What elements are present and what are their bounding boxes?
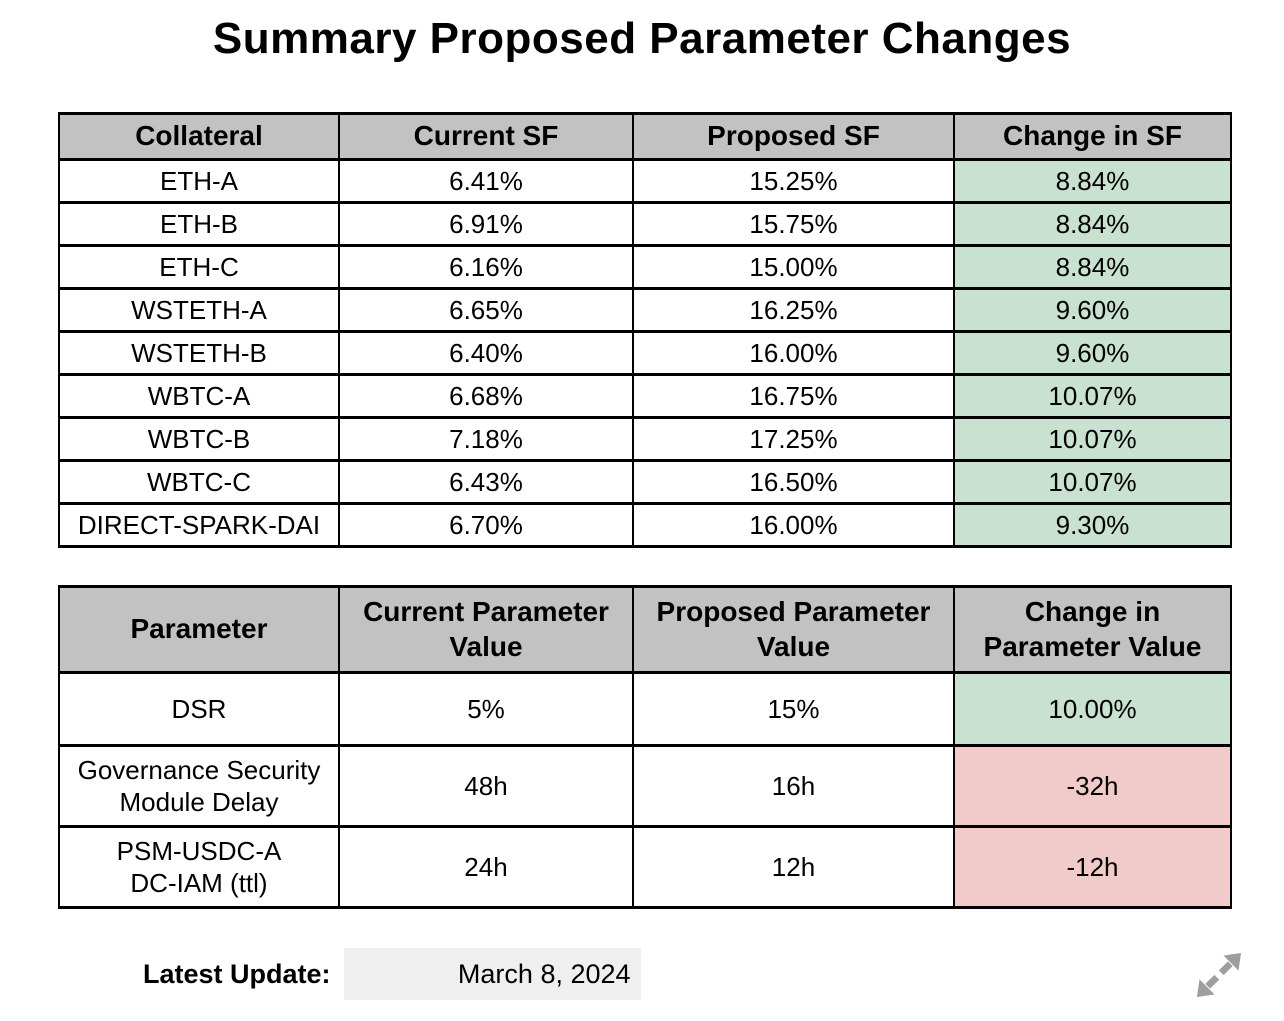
sf-header-collateral: Collateral	[58, 112, 340, 161]
current-sf-cell: 7.18%	[338, 416, 634, 462]
current-sf-cell: 6.40%	[338, 330, 634, 376]
current-sf-cell: 6.43%	[338, 459, 634, 505]
latest-update-date: March 8, 2024	[343, 948, 641, 1000]
sf-header-row: Collateral Current SF Proposed SF Change…	[58, 112, 1232, 161]
current-value-cell: 48h	[338, 744, 634, 828]
change-sf-cell: 8.84%	[953, 158, 1232, 204]
collateral-cell: WBTC-C	[58, 459, 340, 505]
proposed-value-cell: 15%	[632, 671, 955, 747]
proposed-sf-cell: 16.75%	[632, 373, 955, 419]
sf-header-proposed: Proposed SF	[632, 112, 955, 161]
collateral-cell: WSTETH-B	[58, 330, 340, 376]
stability-fee-table: Collateral Current SF Proposed SF Change…	[58, 112, 1232, 548]
parameter-cell: PSM-USDC-A DC-IAM (ttl)	[58, 825, 340, 909]
param-header-change: Change in Parameter Value	[953, 585, 1232, 674]
proposed-value-cell: 16h	[632, 744, 955, 828]
collateral-cell: ETH-B	[58, 201, 340, 247]
param-header-row: Parameter Current Parameter Value Propos…	[58, 585, 1232, 674]
table-row: WBTC-B 7.18% 17.25% 10.07%	[58, 416, 1232, 462]
current-sf-cell: 6.41%	[338, 158, 634, 204]
change-sf-cell: 10.07%	[953, 373, 1232, 419]
table-row: WBTC-C 6.43% 16.50% 10.07%	[58, 459, 1232, 505]
sf-header-change: Change in SF	[953, 112, 1232, 161]
proposed-sf-cell: 15.00%	[632, 244, 955, 290]
current-sf-cell: 6.91%	[338, 201, 634, 247]
proposed-sf-cell: 17.25%	[632, 416, 955, 462]
param-header-parameter: Parameter	[58, 585, 340, 674]
parameter-table: Parameter Current Parameter Value Propos…	[58, 585, 1232, 909]
table-row: WSTETH-B 6.40% 16.00% 9.60%	[58, 330, 1232, 376]
table-row: WSTETH-A 6.65% 16.25% 9.60%	[58, 287, 1232, 333]
param-header-current: Current Parameter Value	[338, 585, 634, 674]
table-row: ETH-B 6.91% 15.75% 8.84%	[58, 201, 1232, 247]
current-value-cell: 24h	[338, 825, 634, 909]
change-sf-cell: 9.60%	[953, 287, 1232, 333]
table-row: ETH-C 6.16% 15.00% 8.84%	[58, 244, 1232, 290]
current-sf-cell: 6.16%	[338, 244, 634, 290]
proposed-sf-cell: 15.25%	[632, 158, 955, 204]
table-row: WBTC-A 6.68% 16.75% 10.07%	[58, 373, 1232, 419]
change-value-cell: -12h	[953, 825, 1232, 909]
table-row: ETH-A 6.41% 15.25% 8.84%	[58, 158, 1232, 204]
current-sf-cell: 6.68%	[338, 373, 634, 419]
table-row: DIRECT-SPARK-DAI 6.70% 16.00% 9.30%	[58, 502, 1232, 548]
table-row: DSR 5% 15% 10.00%	[58, 671, 1232, 747]
latest-update-label: Latest Update:	[143, 958, 331, 989]
change-sf-cell: 8.84%	[953, 244, 1232, 290]
change-sf-cell: 9.30%	[953, 502, 1232, 548]
current-sf-cell: 6.70%	[338, 502, 634, 548]
proposed-sf-cell: 16.50%	[632, 459, 955, 505]
proposed-sf-cell: 16.25%	[632, 287, 955, 333]
change-sf-cell: 10.07%	[953, 459, 1232, 505]
collateral-cell: WSTETH-A	[58, 287, 340, 333]
table-row: PSM-USDC-A DC-IAM (ttl) 24h 12h -12h	[58, 825, 1232, 909]
param-header-proposed: Proposed Parameter Value	[632, 585, 955, 674]
collateral-cell: WBTC-B	[58, 416, 340, 462]
table-row: Governance Security Module Delay 48h 16h -3…	[58, 744, 1232, 828]
parameter-cell: DSR	[58, 671, 340, 747]
collateral-cell: WBTC-A	[58, 373, 340, 419]
collateral-cell: DIRECT-SPARK-DAI	[58, 502, 340, 548]
proposed-sf-cell: 16.00%	[632, 502, 955, 548]
latest-update-row: Latest Update: March 8, 2024	[143, 948, 1284, 1000]
parameter-cell: Governance Security Module Delay	[58, 744, 340, 828]
change-value-cell: -32h	[953, 744, 1232, 828]
change-value-cell: 10.00%	[953, 671, 1232, 747]
collateral-cell: ETH-C	[58, 244, 340, 290]
expand-diagonal-arrows-icon	[1196, 952, 1242, 998]
proposed-sf-cell: 16.00%	[632, 330, 955, 376]
proposed-value-cell: 12h	[632, 825, 955, 909]
change-sf-cell: 9.60%	[953, 330, 1232, 376]
page-title: Summary Proposed Parameter Changes	[212, 14, 1072, 63]
current-sf-cell: 6.65%	[338, 287, 634, 333]
proposed-sf-cell: 15.75%	[632, 201, 955, 247]
collateral-cell: ETH-A	[58, 158, 340, 204]
change-sf-cell: 8.84%	[953, 201, 1232, 247]
change-sf-cell: 10.07%	[953, 416, 1232, 462]
current-value-cell: 5%	[338, 671, 634, 747]
expand-button[interactable]	[1192, 948, 1246, 1002]
sf-header-current: Current SF	[338, 112, 634, 161]
